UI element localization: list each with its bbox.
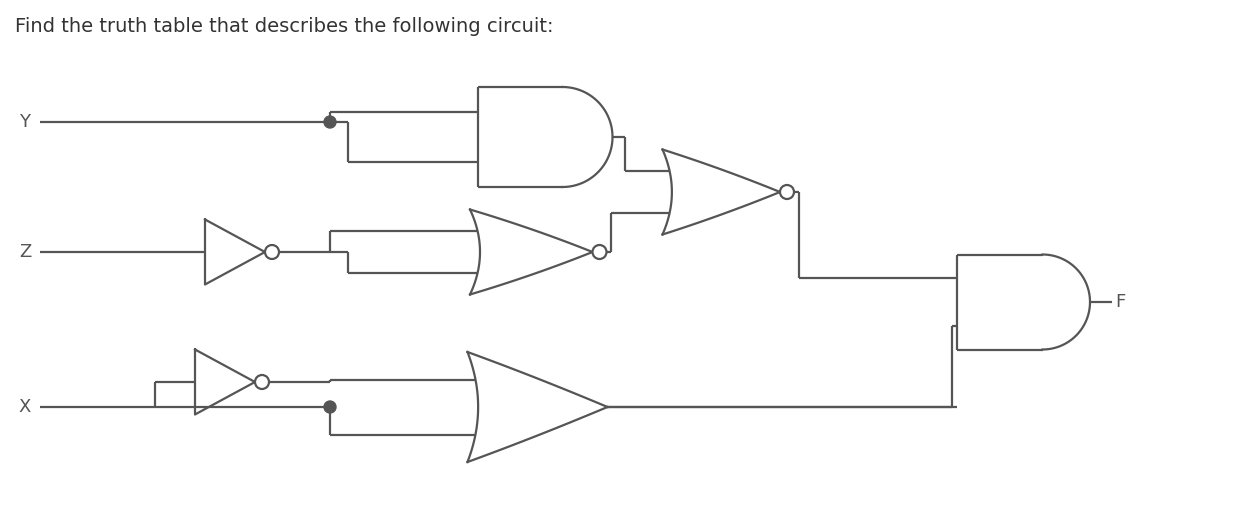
Text: Z: Z [19,243,32,261]
Circle shape [265,245,278,259]
Circle shape [592,245,606,259]
Circle shape [255,375,268,389]
Text: X: X [19,398,32,416]
Text: Y: Y [19,113,30,131]
Circle shape [324,401,336,413]
Circle shape [324,116,336,128]
Text: Find the truth table that describes the following circuit:: Find the truth table that describes the … [15,17,553,36]
Text: F: F [1115,293,1125,311]
Circle shape [780,185,794,199]
